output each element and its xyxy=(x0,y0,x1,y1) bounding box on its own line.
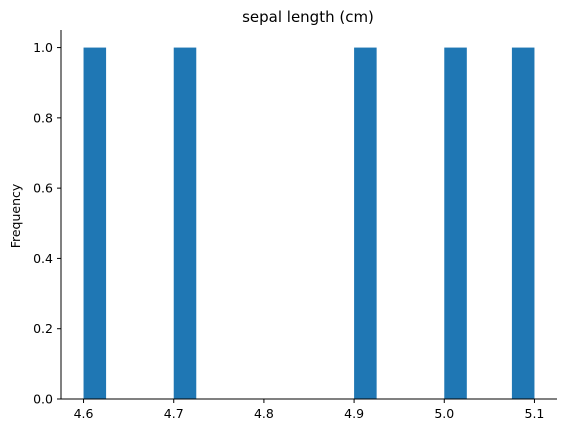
y-tick-label: 0.4 xyxy=(33,251,53,266)
histogram-bar-1 xyxy=(84,48,107,399)
y-ticks: 0.0 0.2 0.4 0.6 0.8 1.0 xyxy=(33,40,61,406)
y-tick-label: 0.2 xyxy=(33,321,53,336)
y-tick-label: 1.0 xyxy=(33,40,53,55)
histogram-bar-3 xyxy=(354,48,377,399)
x-tick-label: 4.7 xyxy=(164,406,184,421)
histogram-bar-5 xyxy=(512,48,535,399)
bars-layer xyxy=(84,48,535,399)
x-tick-label: 4.8 xyxy=(254,406,274,421)
y-axis-label: Frequency xyxy=(8,183,23,248)
histogram-bar-4 xyxy=(444,48,467,399)
x-tick-label: 4.9 xyxy=(344,406,364,421)
axes-layer xyxy=(61,30,557,399)
y-tick-label: 0.8 xyxy=(33,110,53,125)
x-tick-label: 4.6 xyxy=(74,406,94,421)
x-tick-label: 5.0 xyxy=(434,406,454,421)
x-ticks: 4.6 4.7 4.8 4.9 5.0 5.1 xyxy=(74,399,545,421)
y-tick-label: 0.6 xyxy=(33,181,53,196)
histogram-bar-2 xyxy=(174,48,197,399)
y-tick-label: 0.0 xyxy=(33,392,53,407)
x-tick-label: 5.1 xyxy=(525,406,545,421)
chart-title: sepal length (cm) xyxy=(242,8,374,26)
